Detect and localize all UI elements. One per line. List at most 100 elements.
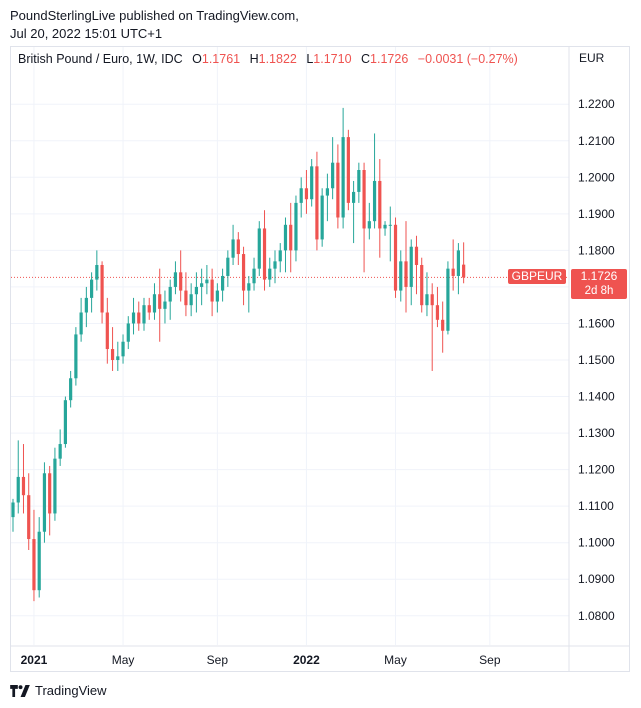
publisher-line: PoundSterlingLive published on TradingVi… [10,8,299,23]
candle-body [131,312,136,324]
publisher-info: PoundSterlingLive published on TradingVi… [10,7,299,43]
low-label: L [306,52,314,66]
candle-body [90,279,94,298]
symbol-price-tag: GBPEUR [508,269,566,285]
candle-body [331,162,335,189]
candle-body [179,272,183,291]
candle-body [152,294,157,313]
close-label: C [361,52,371,66]
x-tick-label: 2021 [21,653,48,667]
candle-body [184,290,188,306]
tradingview-footer[interactable]: TradingView [10,683,107,698]
candle-body [268,268,272,280]
candle-body [95,265,99,280]
candle-body [299,188,303,203]
candle-body [262,228,267,280]
candle-body [142,305,146,324]
candle-body [409,246,413,287]
x-tick-label: May [112,653,135,667]
candle-body [37,531,41,591]
candle-body [352,191,356,203]
close-value: 1.1726 [370,52,409,66]
candle-body [121,341,125,357]
candle-body [346,137,350,203]
candle-body [200,283,204,287]
tradingview-logo-icon [10,684,30,697]
candle-body [336,162,340,218]
candle-body [456,250,460,276]
candle-body [168,286,172,302]
candle-body [310,166,314,200]
candle-body [231,239,235,258]
y-tick-label: 1.1900 [578,207,615,221]
candle-body [21,476,26,496]
candle-body [63,400,67,445]
y-tick-label: 1.1200 [578,463,615,477]
candle-body [446,268,450,331]
low-value: 1.1710 [313,52,352,66]
candle-body [105,312,109,350]
y-tick-label: 1.1400 [578,390,615,404]
candle-body [210,279,214,302]
candle-body [414,246,419,265]
y-tick-label: 1.2000 [578,170,615,184]
candle-body [367,221,371,229]
y-tick-label: 1.2100 [578,134,615,148]
ohlc-legend: British Pound / Euro, 1W, IDC O1.1761 H1… [18,52,518,66]
candle-body [278,250,282,262]
candle-body [420,265,424,306]
candle-body [32,539,36,591]
candle-body [158,294,162,309]
symbol-description: British Pound / Euro, 1W, IDC [18,52,183,66]
candle-body [294,202,298,251]
candle-body [383,224,387,229]
open-label: O [192,52,202,66]
candle-body [215,290,219,302]
candle-body [441,319,445,331]
change-value: −0.0031 (−0.27%) [417,52,518,66]
high-value: 1.1822 [258,52,297,66]
candle-body [79,312,83,335]
x-tick-label: Sep [479,653,501,667]
candle-body [372,180,377,222]
candle-body [226,257,230,276]
candle-body [48,473,52,514]
candle-body [16,476,20,503]
candle-body [84,297,88,313]
candle-body [126,323,130,342]
candle-body [283,224,288,251]
candle-body [74,334,78,379]
candle-body [205,279,209,284]
candle-body [53,458,57,514]
candle-body [404,261,408,287]
y-tick-label: 1.0800 [578,609,615,623]
candle-body [289,224,293,251]
y-tick-label: 1.0900 [578,572,615,586]
y-tick-label: 1.1300 [578,426,615,440]
candle-body [451,268,455,276]
candle-body [137,312,141,324]
candle-body [236,239,240,255]
x-tick-label: May [384,653,407,667]
candle-body [194,286,198,295]
candle-body [341,137,345,218]
candle-body [147,305,151,313]
candle-body [42,473,47,532]
candle-body [247,283,251,291]
y-tick-label: 1.1000 [578,536,615,550]
candle-body [325,188,329,196]
candle-body [425,294,429,306]
candle-body [462,264,466,278]
candle-body [399,261,403,291]
candle-body [273,261,277,269]
candle-body [27,495,31,540]
candle-body [110,349,115,360]
y-tick-label: 1.1800 [578,243,615,257]
y-tick-label: 1.2200 [578,97,615,111]
candle-body [173,272,178,287]
candle-body [189,294,193,306]
last-price-label: 1.1726 2d 8h [571,269,627,300]
x-tick-label: 2022 [293,653,320,667]
currency-label: EUR [579,51,605,65]
